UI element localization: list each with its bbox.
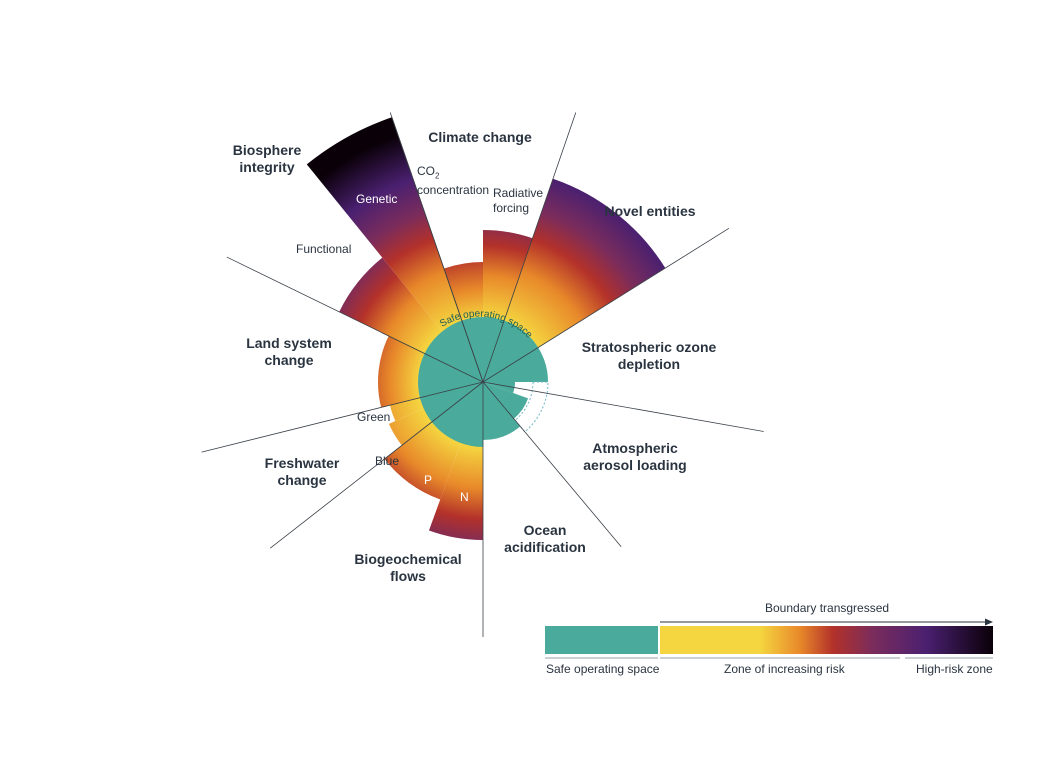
label-n: N bbox=[460, 490, 469, 504]
safe-core-main bbox=[418, 317, 539, 447]
divider-line-1 bbox=[482, 112, 577, 383]
wedge-biosphere-genetic bbox=[306, 117, 483, 383]
safe-ocean bbox=[483, 382, 521, 440]
divider-line-2 bbox=[482, 227, 730, 383]
divider-line-4 bbox=[482, 381, 622, 547]
divider-line-9 bbox=[389, 112, 484, 383]
safe-aerosol bbox=[483, 382, 529, 419]
forcing-text: forcing bbox=[493, 201, 530, 215]
wedge-novel-entities bbox=[483, 178, 666, 382]
label-p: P bbox=[424, 473, 433, 487]
label-atmospheric-aerosol: Atmospheric aerosol loading bbox=[574, 440, 696, 474]
label-blue: Blue bbox=[375, 454, 400, 468]
label-green: Green bbox=[357, 410, 391, 424]
concentration-text: concentration bbox=[417, 183, 490, 198]
fresh-line1: Freshwater bbox=[264, 455, 340, 471]
aerosol-line2: aerosol loading bbox=[583, 457, 687, 473]
legend-boundary-transgressed: Boundary transgressed bbox=[765, 601, 890, 615]
bio-line1: Biosphere bbox=[232, 142, 302, 158]
legend-high-label: High-risk zone bbox=[916, 662, 993, 676]
biogeo-line1: Biogeochemical bbox=[354, 551, 462, 567]
legend-safe-label: Safe operating space bbox=[546, 662, 660, 676]
divider-line-8 bbox=[226, 256, 484, 383]
safe-ozone bbox=[483, 382, 515, 393]
label-biogeochemical-flows: Biogeochemical flows bbox=[348, 551, 468, 585]
label-freshwater-change: Freshwater change bbox=[256, 455, 348, 489]
co2-subscript: 2 bbox=[435, 171, 440, 181]
ocean-line2: acidification bbox=[504, 539, 586, 555]
label-genetic: Genetic bbox=[356, 192, 398, 206]
legend-risk-swatch bbox=[660, 626, 993, 654]
label-radiative-forcing: Radiative forcing bbox=[493, 186, 553, 216]
safe-ozone-upper bbox=[483, 347, 548, 382]
label-ocean-acidification: Ocean acidification bbox=[495, 522, 595, 556]
divider-line-7 bbox=[201, 381, 484, 453]
legend-zone-label: Zone of increasing risk bbox=[724, 662, 845, 676]
ozone-line2: depletion bbox=[617, 356, 681, 372]
ozone-line1: Stratospheric ozone bbox=[581, 339, 717, 355]
safe-operating-core bbox=[418, 317, 549, 447]
divider-line-3 bbox=[482, 381, 764, 432]
label-novel-entities: Novel entities bbox=[604, 203, 696, 219]
legend-safe-swatch bbox=[545, 626, 658, 654]
legend bbox=[545, 618, 993, 659]
label-land-system-change: Land system change bbox=[239, 335, 339, 369]
legend-arrow-head bbox=[985, 618, 993, 626]
label-climate-change: Climate change bbox=[428, 129, 532, 145]
biogeo-line2: flows bbox=[390, 568, 426, 584]
label-stratospheric-ozone: Stratospheric ozone depletion bbox=[576, 339, 722, 373]
land-line2: change bbox=[264, 352, 314, 368]
aerosol-line1: Atmospheric bbox=[592, 440, 678, 456]
fresh-line2: change bbox=[277, 472, 327, 488]
sector-dividers bbox=[201, 112, 764, 637]
land-line1: Land system bbox=[246, 335, 332, 351]
bio-line2: integrity bbox=[239, 159, 295, 175]
label-co2-concentration: CO2 concentration bbox=[417, 164, 507, 197]
label-biosphere-integrity: Biosphere integrity bbox=[222, 142, 312, 176]
radiative-text: Radiative bbox=[493, 186, 544, 200]
ocean-line1: Ocean bbox=[523, 522, 567, 538]
label-functional: Functional bbox=[296, 242, 352, 256]
co2-text: CO bbox=[417, 164, 435, 178]
divider-line-6 bbox=[269, 381, 484, 549]
